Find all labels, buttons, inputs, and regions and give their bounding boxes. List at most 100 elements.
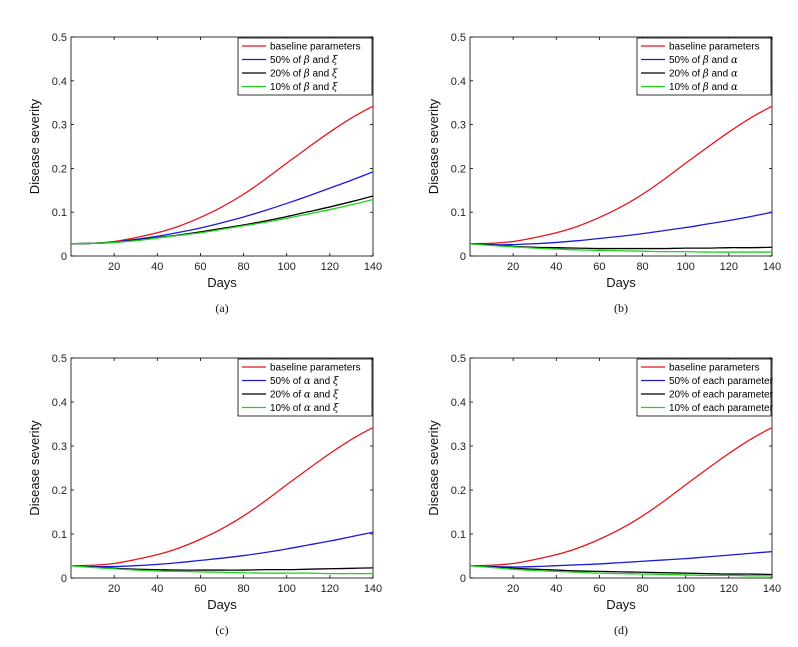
legend-text-part: β xyxy=(702,82,709,93)
x-tick-label: 120 xyxy=(720,261,738,273)
legend-box xyxy=(237,358,373,417)
x-tick-label: 80 xyxy=(237,583,249,595)
legend-label-4: 10% of β and ξ xyxy=(270,82,338,93)
legend-text-part: α xyxy=(304,403,311,414)
legend-text-part: ξ xyxy=(332,82,338,93)
legend-text-part: and xyxy=(709,55,731,66)
x-tick-label: 60 xyxy=(194,261,206,273)
legend: baseline parameters 50% of each parameter… xyxy=(636,358,774,417)
legend-label-1: baseline parameters xyxy=(669,42,760,53)
legend-text-part: β xyxy=(303,69,310,80)
y-tick-label: 0.5 xyxy=(52,353,67,365)
series-line-1 xyxy=(70,426,374,567)
x-tick-label: 120 xyxy=(321,583,339,595)
legend-text-part: 20% of each parameter xyxy=(669,390,774,401)
legend-label-1: baseline parameters xyxy=(669,363,760,374)
legend-text-part: ξ xyxy=(332,55,338,66)
y-tick-label: 0.1 xyxy=(451,207,466,219)
series-line-3 xyxy=(70,195,374,245)
legend-text-part: and xyxy=(709,69,731,80)
legend-text-part: and xyxy=(310,82,332,93)
legend-label-3: 20% of β and α xyxy=(669,69,738,80)
x-tick-label: 40 xyxy=(550,583,562,595)
y-tick-label: 0.3 xyxy=(451,441,466,453)
series-line-1 xyxy=(70,105,374,245)
legend-label-3: 20% of each parameter xyxy=(669,390,774,401)
panel-caption: (d) xyxy=(614,623,628,637)
y-axis-label: Disease severity xyxy=(27,98,42,194)
x-tick-label: 20 xyxy=(108,583,120,595)
y-tick-label: 0.2 xyxy=(52,163,67,175)
x-tick-label: 80 xyxy=(636,583,648,595)
legend-text-part: β xyxy=(702,69,709,80)
x-tick-label: 100 xyxy=(677,583,695,595)
legend-label-3: 20% of β and ξ xyxy=(270,69,338,80)
x-tick-label: 20 xyxy=(507,261,519,273)
legend-text-part: ξ xyxy=(333,390,339,401)
x-axis-label: Days xyxy=(207,597,237,612)
plot-area-frame xyxy=(469,36,773,257)
y-tick-label: 0.3 xyxy=(52,120,67,132)
legend-text-part: ξ xyxy=(333,376,339,387)
x-tick-label: 60 xyxy=(593,261,605,273)
y-tick-label: 0 xyxy=(460,573,466,585)
y-tick-label: 0 xyxy=(61,251,67,263)
x-tick-label: 100 xyxy=(677,261,695,273)
x-tick-label: 140 xyxy=(763,261,781,273)
legend: baseline parameters 50% of β and α 20% of … xyxy=(636,37,772,96)
legend-label-4: 10% of α and ξ xyxy=(270,403,339,414)
legend-label-2: 50% of β and α xyxy=(669,55,738,66)
legend-text-part: β xyxy=(702,55,709,66)
legend-label-1: baseline parameters xyxy=(270,42,361,53)
y-tick-label: 0.1 xyxy=(451,529,466,541)
legend-text-part: α xyxy=(731,55,738,66)
x-axis-label: Days xyxy=(606,275,636,290)
legend-text-part: baseline parameters xyxy=(270,363,361,374)
y-axis-label: Disease severity xyxy=(426,98,441,194)
y-tick-label: 0.1 xyxy=(52,529,67,541)
chart-panel-4: 20 40 60 80 100 120 140 0 0.1 0.2 0.3 0.4 0.5 Days Dis… xyxy=(426,353,781,637)
legend-label-2: 50% of α and ξ xyxy=(270,376,339,387)
legend-box xyxy=(636,358,772,417)
y-tick-label: 0 xyxy=(460,251,466,263)
legend-text-part: baseline parameters xyxy=(669,363,760,374)
legend-text-part: α xyxy=(731,82,738,93)
legend-text-part: ξ xyxy=(333,403,339,414)
x-tick-label: 80 xyxy=(237,261,249,273)
legend-text-part: 20% of xyxy=(270,390,304,401)
x-tick-label: 100 xyxy=(278,261,296,273)
legend-text-part: and xyxy=(310,69,332,80)
series-line-2 xyxy=(469,550,773,568)
series-line-1 xyxy=(469,105,773,245)
y-tick-label: 0.5 xyxy=(52,32,67,44)
series-line-3 xyxy=(469,565,773,576)
x-tick-label: 120 xyxy=(720,583,738,595)
y-tick-label: 0.4 xyxy=(52,76,67,88)
legend-label-2: 50% of each parameter xyxy=(669,376,774,387)
series-line-2 xyxy=(70,531,374,568)
legend-text-part: and xyxy=(311,403,333,414)
legend-box xyxy=(237,37,373,96)
series-line-4 xyxy=(469,243,772,253)
y-tick-label: 0.5 xyxy=(451,353,466,365)
legend-text-part: and xyxy=(311,390,333,401)
legend-text-part: α xyxy=(731,69,738,80)
legend: baseline parameters 50% of β and ξ 20% of … xyxy=(237,37,373,96)
y-tick-label: 0.2 xyxy=(451,163,466,175)
x-tick-label: 140 xyxy=(763,583,781,595)
legend-text-part: and xyxy=(311,376,333,387)
y-tick-label: 0.4 xyxy=(52,397,67,409)
legend-text-part: 10% of xyxy=(669,82,703,93)
legend-text-part: baseline parameters xyxy=(270,42,361,53)
legend-label-4: 10% of each parameter xyxy=(669,403,774,414)
y-tick-label: 0.4 xyxy=(451,397,466,409)
x-tick-label: 80 xyxy=(636,261,648,273)
legend-text-part: 20% of xyxy=(270,69,304,80)
legend-text-part: 50% of each parameter xyxy=(669,376,774,387)
y-axis-label: Disease severity xyxy=(27,420,42,516)
legend-text-part: and xyxy=(310,55,332,66)
legend-text-part: and xyxy=(709,82,731,93)
y-tick-label: 0.2 xyxy=(451,485,466,497)
legend-text-part: 50% of xyxy=(270,55,304,66)
legend-text-part: 50% of xyxy=(270,376,304,387)
